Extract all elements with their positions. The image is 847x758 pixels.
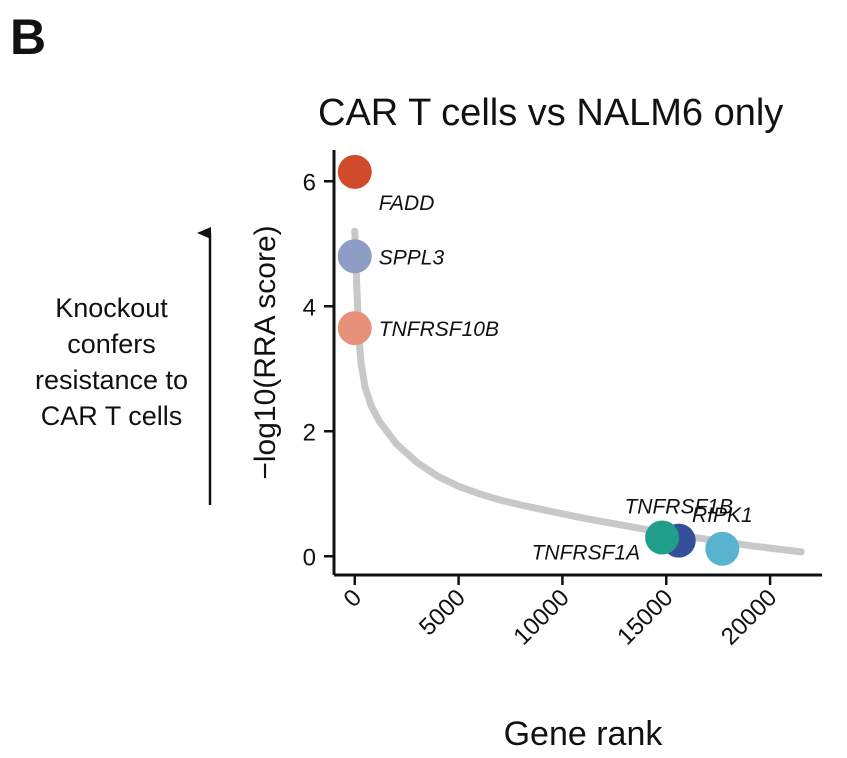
y-tick-label: 6	[303, 169, 316, 196]
gene-label-ripk1: RIPK1	[692, 504, 753, 527]
gene-label-sppl3: SPPL3	[379, 246, 445, 269]
annotation-line: CAR T cells	[40, 401, 183, 431]
gene-label-tnfrsf10b: TNFRSF10B	[379, 318, 499, 341]
annotation-line: confers	[67, 329, 156, 359]
gene-label-tnfrsf1b: TNFRSF1B	[624, 496, 733, 519]
gene-point-tnfrsf1a	[645, 520, 680, 555]
x-tick-label: 0	[338, 584, 367, 613]
y-axis-label: −log10(RRA score)	[249, 225, 282, 479]
y-tick-label: 4	[303, 294, 316, 321]
panel-label: B	[10, 9, 47, 65]
chart-title: CAR T cells vs NALM6 only	[318, 92, 784, 134]
x-tick-label: 10000	[508, 584, 574, 650]
gene-label-tnfrsf1a: TNFRSF1A	[532, 542, 641, 565]
gene-point-ripk1	[705, 531, 740, 566]
x-tick-label: 5000	[414, 584, 471, 641]
gene-point-tnfrsf10b	[337, 311, 372, 346]
y-tick-label: 0	[303, 544, 316, 571]
x-axis-label: Gene rank	[504, 715, 664, 753]
annotation-line: resistance to	[34, 365, 189, 395]
gene-label-fadd: FADD	[379, 192, 435, 215]
y-tick-label: 2	[303, 419, 316, 446]
annotation-text: Knockout confers resistance to CAR T cel…	[5, 290, 218, 434]
gene-point-sppl3	[337, 239, 372, 274]
annotation-line: Knockout	[55, 293, 168, 323]
x-tick-label: 15000	[612, 584, 678, 650]
x-tick-label: 20000	[716, 584, 782, 650]
gene-point-fadd	[337, 154, 372, 189]
